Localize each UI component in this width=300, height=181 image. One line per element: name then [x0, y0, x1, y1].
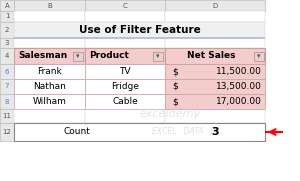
- Bar: [165, 109, 265, 123]
- Bar: [0, 0, 14, 11]
- Text: $: $: [172, 97, 178, 106]
- Text: B: B: [47, 3, 52, 9]
- Bar: [14, 123, 265, 141]
- Bar: [14, 79, 85, 94]
- Text: 4: 4: [5, 53, 9, 59]
- Bar: [165, 11, 265, 22]
- Text: Salesman: Salesman: [18, 52, 67, 60]
- Text: Nathan: Nathan: [33, 82, 66, 91]
- Bar: [0, 109, 14, 123]
- Bar: [85, 48, 165, 64]
- Text: ▾: ▾: [76, 53, 80, 59]
- Bar: [14, 64, 85, 79]
- Text: Count: Count: [63, 127, 90, 136]
- Bar: [0, 79, 14, 94]
- Text: 11,500.00: 11,500.00: [216, 67, 262, 76]
- Text: 8: 8: [5, 98, 9, 104]
- Bar: [14, 48, 85, 64]
- Text: TV: TV: [119, 67, 131, 76]
- FancyBboxPatch shape: [153, 52, 163, 60]
- Text: Use of Filter Feature: Use of Filter Feature: [79, 25, 200, 35]
- Text: 1: 1: [5, 14, 9, 20]
- Text: D: D: [212, 3, 217, 9]
- Bar: [85, 0, 165, 11]
- Text: 17,000.00: 17,000.00: [216, 97, 262, 106]
- Text: exceldemy: exceldemy: [140, 109, 201, 119]
- Bar: [85, 79, 165, 94]
- FancyBboxPatch shape: [73, 52, 83, 60]
- Text: A: A: [4, 3, 9, 9]
- Bar: [165, 79, 265, 94]
- Text: Net Sales: Net Sales: [187, 52, 235, 60]
- Bar: [85, 64, 165, 79]
- Bar: [85, 11, 165, 22]
- Text: EXCEL · DATA · BI: EXCEL · DATA · BI: [152, 127, 218, 136]
- FancyBboxPatch shape: [254, 52, 264, 60]
- Bar: [165, 94, 265, 109]
- Text: $: $: [172, 67, 178, 76]
- Bar: [85, 109, 165, 123]
- Bar: [165, 0, 265, 11]
- Bar: [0, 64, 14, 79]
- Bar: [0, 38, 14, 48]
- Bar: [165, 38, 265, 48]
- Bar: [0, 123, 14, 141]
- Text: 12: 12: [3, 129, 11, 135]
- Text: Cable: Cable: [112, 97, 138, 106]
- Bar: [14, 109, 85, 123]
- Bar: [0, 94, 14, 109]
- Bar: [14, 11, 85, 22]
- Bar: [165, 64, 265, 79]
- Bar: [14, 38, 85, 48]
- Text: 3: 3: [5, 40, 9, 46]
- Bar: [0, 22, 14, 38]
- Text: C: C: [123, 3, 128, 9]
- Bar: [85, 38, 165, 48]
- Bar: [14, 94, 85, 109]
- Text: Fridge: Fridge: [111, 82, 139, 91]
- Text: 7: 7: [5, 83, 9, 89]
- Text: 13,500.00: 13,500.00: [216, 82, 262, 91]
- Bar: [14, 0, 85, 11]
- Text: 11: 11: [2, 113, 11, 119]
- Bar: [165, 48, 265, 64]
- Text: Product: Product: [89, 52, 129, 60]
- Text: ▾: ▾: [257, 53, 261, 59]
- Bar: [85, 94, 165, 109]
- Bar: [0, 11, 14, 22]
- Text: 3: 3: [211, 127, 219, 137]
- Bar: [0, 48, 14, 64]
- Text: ▾: ▾: [156, 53, 160, 59]
- Text: Frank: Frank: [37, 67, 62, 76]
- Text: 2: 2: [5, 27, 9, 33]
- Text: 6: 6: [5, 68, 9, 75]
- Text: $: $: [172, 82, 178, 91]
- Text: Wilham: Wilham: [33, 97, 66, 106]
- Bar: [14, 22, 265, 38]
